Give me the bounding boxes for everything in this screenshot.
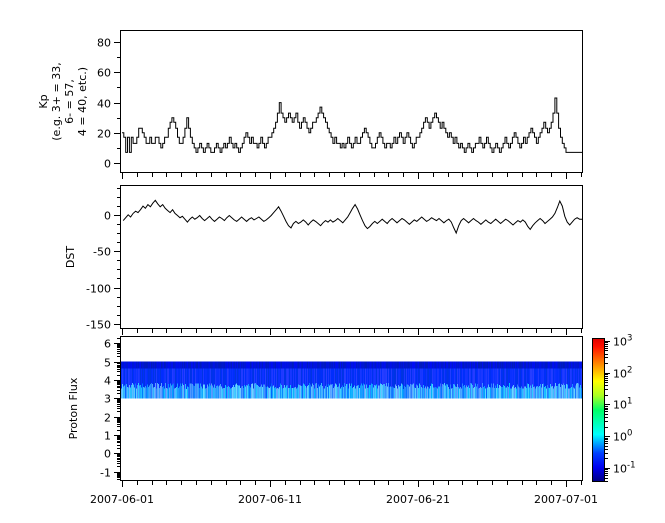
- kp-ylabel-line: 4 = 40, etc.): [76, 67, 89, 136]
- kp-y-tick-label: 80: [97, 37, 111, 50]
- proton-flux-y-ticks: [114, 338, 120, 480]
- colorbar: 103 102 101 100 10-1: [592, 334, 635, 482]
- kp-y-tick-label: 0: [104, 158, 111, 171]
- colorbar-tick-label: 102: [613, 366, 632, 381]
- proton-flux-panel: -1 0 1 2 3 4 5 6 Proton Flux: [67, 336, 583, 487]
- proton-flux-y-tick-label: -1: [100, 467, 111, 480]
- dst-series-line: [122, 199, 582, 235]
- dst-y-tick-label: -150: [86, 319, 111, 332]
- colorbar-gradient: [592, 338, 605, 482]
- kp-panel: 0 20 40 60 80 Kp (e.g. 3+ = 33, 6- = 57, 4 = 40,…: [37, 30, 583, 179]
- kp-x-ticks: [122, 173, 582, 179]
- proton-flux-y-tick-label: 6: [104, 338, 111, 351]
- proton-flux-y-tick-label: 2: [104, 412, 111, 425]
- kp-y-tick-label: 40: [97, 98, 111, 111]
- colorbar-tick-label: 100: [613, 429, 632, 444]
- colorbar-tick-label: 103: [613, 334, 632, 349]
- proton-flux-x-ticks: [122, 481, 582, 487]
- colorbar-tick-label: 10-1: [613, 461, 635, 476]
- x-tick-label: 2007-06-01: [90, 493, 154, 506]
- kp-ylabel-line: (e.g. 3+ = 33,: [50, 62, 63, 140]
- kp-ylabel-line: Kp: [37, 94, 50, 108]
- x-tick-label: 2007-07-01: [534, 493, 598, 506]
- dst-frame: [120, 185, 583, 329]
- kp-ylabel-line: 6- = 57,: [63, 79, 76, 124]
- colorbar-tick-label: 101: [613, 397, 632, 412]
- dst-y-ticks: [114, 188, 120, 325]
- x-tick-label: 2007-06-21: [386, 493, 450, 506]
- proton-flux-y-tick-label: 1: [104, 430, 111, 443]
- dst-ylabel-line: DST: [64, 246, 77, 268]
- colorbar-ticks: [605, 341, 610, 482]
- kp-y-tick-label: 60: [97, 67, 111, 80]
- x-axis-labels: 2007-06-01 2007-06-11 2007-06-21 2007-07-01: [90, 493, 598, 506]
- proton-flux-y-tick-label: 0: [104, 448, 111, 461]
- proton-flux-y-tick-label: 5: [104, 357, 111, 370]
- proton-flux-frame: [120, 336, 583, 481]
- kp-y-tick-label: 20: [97, 128, 111, 141]
- kp-y-ticks: [114, 42, 120, 164]
- dst-y-tick-label: 0: [104, 210, 111, 223]
- kp-series-line: [122, 97, 582, 153]
- proton-flux-spectrogram: [120, 361, 583, 399]
- proton-flux-ylabel-line: Proton Flux: [67, 377, 80, 439]
- x-tick-label: 2007-06-11: [238, 493, 302, 506]
- proton-flux-y-tick-label: 4: [104, 375, 111, 388]
- dst-y-tick-label: -50: [93, 246, 111, 259]
- colorbar-frame: [592, 338, 605, 482]
- dst-panel: 0 -50 -100 -150 DST: [64, 185, 583, 335]
- dst-x-ticks: [122, 329, 582, 335]
- kp-frame: [120, 30, 583, 173]
- proton-flux-y-tick-label: 3: [104, 393, 111, 406]
- dst-y-tick-label: -100: [86, 283, 111, 296]
